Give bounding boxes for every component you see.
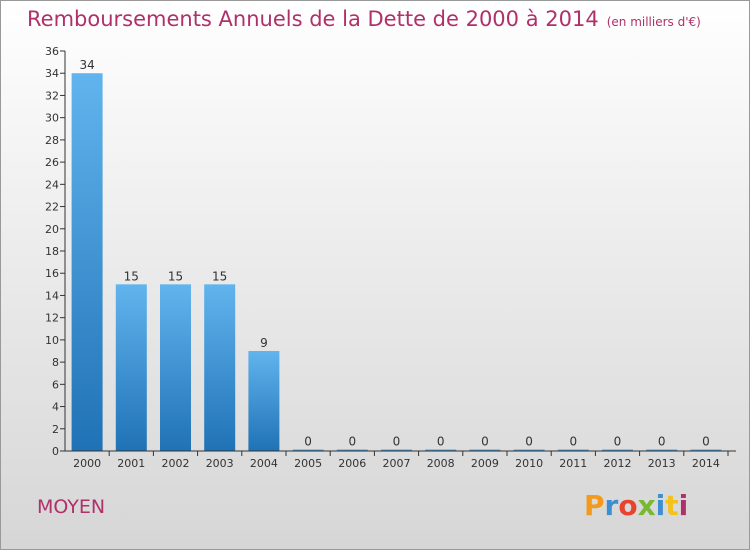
y-tick-label: 32 — [45, 89, 59, 102]
bar-2008 — [425, 449, 457, 451]
logo-letter: i — [655, 489, 666, 522]
y-tick-label: 14 — [45, 289, 59, 302]
bar-value-label: 0 — [525, 435, 533, 449]
y-tick-label: 22 — [45, 201, 59, 214]
chart-title: Remboursements Annuels de la Dette de 20… — [27, 7, 701, 31]
y-tick-label: 12 — [45, 312, 59, 325]
bar-value-label: 0 — [569, 435, 577, 449]
bar-value-label: 34 — [79, 58, 94, 72]
x-tick-label: 2007 — [383, 457, 411, 470]
x-tick-label: 2006 — [338, 457, 366, 470]
bar-2013 — [646, 449, 678, 451]
bar-2001 — [115, 284, 147, 451]
y-tick-label: 30 — [45, 112, 59, 125]
bar-value-label: 0 — [348, 435, 356, 449]
logo-letter: o — [618, 489, 638, 522]
logo-letter: x — [637, 489, 656, 522]
x-tick-label: 2012 — [604, 457, 632, 470]
x-tick-label: 2010 — [515, 457, 543, 470]
proxiti-logo: Proxiti — [584, 489, 688, 522]
x-tick-label: 2001 — [117, 457, 145, 470]
logo-letter: P — [584, 489, 605, 522]
x-tick-label: 2004 — [250, 457, 278, 470]
bar-2009 — [469, 449, 501, 451]
bar-2010 — [513, 449, 545, 451]
x-tick-label: 2014 — [692, 457, 720, 470]
bar-2000 — [71, 73, 103, 451]
bars: 34 15 15 15 9 0 0 0 0 0 0 0 0 0 0 — [71, 58, 722, 451]
x-tick-label: 2003 — [206, 457, 234, 470]
commune-name: MOYEN — [37, 496, 106, 518]
logo-letter: i — [678, 489, 689, 522]
bar-value-label: 15 — [168, 269, 183, 283]
bar-2012 — [602, 449, 633, 451]
bar-value-label: 0 — [702, 435, 710, 449]
logo-letter: r — [604, 489, 619, 522]
bar-value-label: 15 — [124, 269, 139, 283]
y-tick-label: 8 — [52, 356, 59, 369]
y-tick-label: 28 — [45, 134, 59, 147]
bar-value-label: 0 — [304, 435, 312, 449]
y-tick-label: 34 — [45, 67, 59, 80]
y-tick-label: 36 — [45, 45, 59, 58]
bar-2002 — [160, 284, 191, 451]
y-tick-label: 10 — [45, 334, 59, 347]
x-tick-label: 2000 — [73, 457, 101, 470]
bar-2005 — [292, 449, 324, 451]
bar-2003 — [204, 284, 236, 451]
bar-2007 — [381, 449, 412, 451]
y-tick-label: 18 — [45, 245, 59, 258]
bar-value-label: 0 — [658, 435, 666, 449]
bar-value-label: 0 — [614, 435, 622, 449]
y-tick-label: 26 — [45, 156, 59, 169]
y-tick-label: 24 — [45, 178, 59, 191]
chart-unit: (en milliers d'€) — [606, 15, 701, 29]
bar-value-label: 0 — [437, 435, 445, 449]
x-tick-label: 2002 — [162, 457, 190, 470]
bar-2011 — [557, 449, 589, 451]
y-tick-label: 0 — [52, 445, 59, 458]
y-tick-label: 4 — [52, 401, 59, 414]
bar-value-label: 0 — [481, 435, 489, 449]
y-tick-label: 16 — [45, 267, 59, 280]
bar-2004 — [248, 351, 280, 451]
y-tick-label: 6 — [52, 378, 59, 391]
y-tick-label: 2 — [52, 423, 59, 436]
bar-2014 — [690, 449, 722, 451]
x-tick-label: 2013 — [648, 457, 676, 470]
x-tick-label: 2008 — [427, 457, 455, 470]
bar-value-label: 0 — [393, 435, 401, 449]
bar-value-label: 15 — [212, 269, 227, 283]
x-axis-ticks: 2000 2001 2002 2003 2004 2005 2006 2007 2008 2009… — [73, 451, 729, 470]
y-tick-label: 20 — [45, 223, 59, 236]
chart-title-text: Remboursements Annuels de la Dette de 20… — [27, 7, 599, 31]
x-tick-label: 2009 — [471, 457, 499, 470]
logo-letter: t — [665, 489, 679, 522]
bar-2006 — [336, 449, 368, 451]
bar-value-label: 9 — [260, 336, 268, 350]
x-tick-label: 2011 — [559, 457, 587, 470]
x-tick-label: 2005 — [294, 457, 322, 470]
